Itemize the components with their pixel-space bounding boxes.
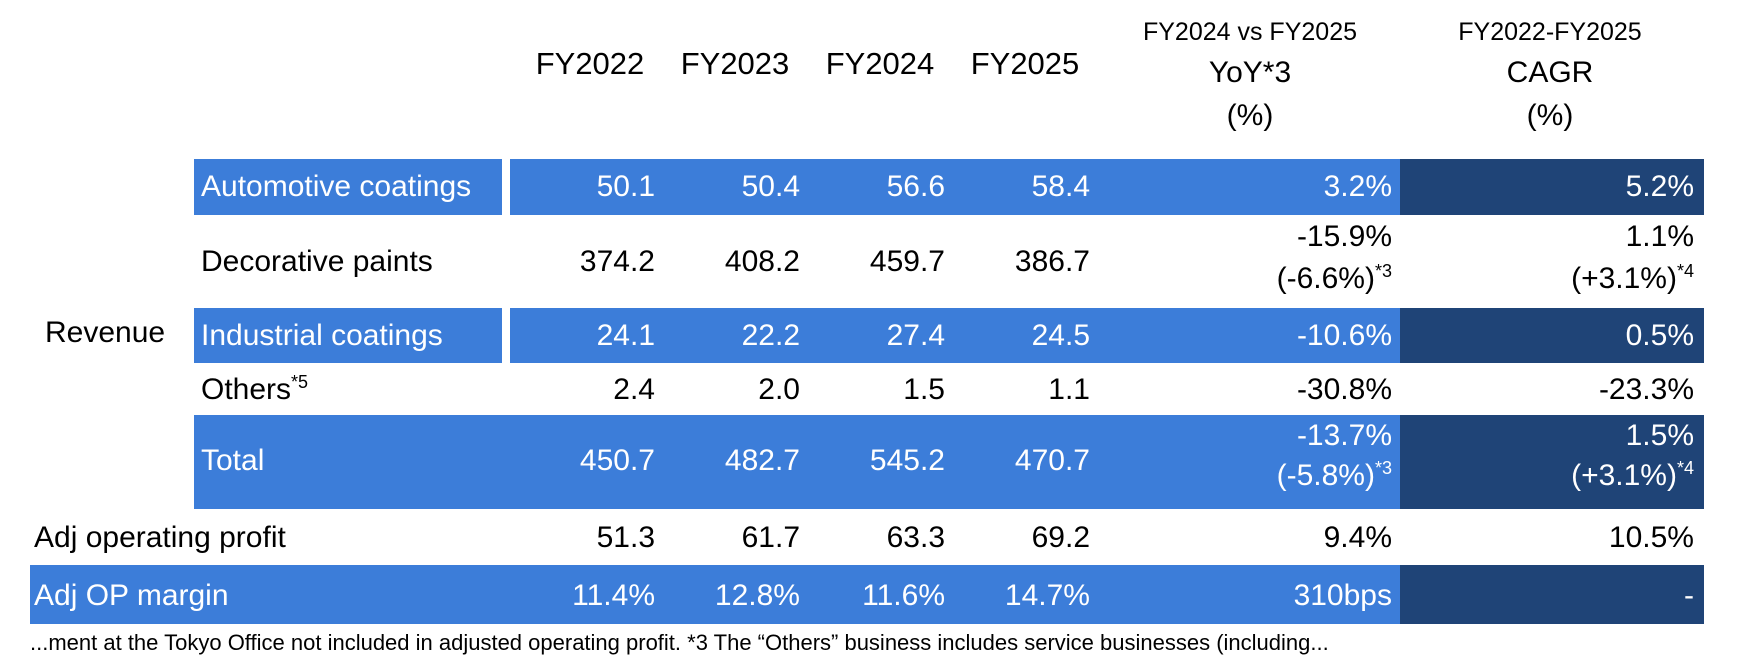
header-fy2024: FY2024 [825,46,935,81]
cell-total-cagr: 1.5% [1625,419,1694,452]
header-cagr-line2: CAGR [1506,56,1594,89]
cell-decorative-cagr-sub-value: (+3.1%) [1571,262,1677,295]
cell-others-fy2023: 2.0 [758,373,800,406]
row-bar-industrial [194,308,502,363]
cell-industrial-cagr: 0.5% [1625,319,1694,352]
cell-others-yoy: -30.8% [1296,373,1392,406]
row-bar-total-cagr [1400,415,1704,509]
cell-adj-op-fy2022: 51.3 [596,521,655,554]
cell-others-cagr: -23.3% [1598,373,1694,406]
cell-industrial-fy2023: 22.2 [741,319,800,352]
row-label-others: Others*5 [201,373,308,407]
cell-decorative-cagr-sub: (+3.1%)*4 [1400,262,1694,296]
header-fy2023: FY2023 [680,46,790,81]
row-label-decorative: Decorative paints [201,245,433,278]
cell-total-cagr-sub: (+3.1%)*4 [1400,459,1694,493]
cell-decorative-fy2024: 459.7 [869,245,945,278]
cell-total-fy2024: 545.2 [869,444,945,477]
cell-adj-margin-yoy: 310bps [1293,579,1392,612]
cell-industrial-fy2025: 24.5 [1031,319,1090,352]
row-bar-total [194,415,1400,509]
cell-decorative-fy2025: 386.7 [1014,245,1090,278]
cell-industrial-fy2022: 24.1 [596,319,655,352]
cell-total-cagr-sub-value: (+3.1%) [1571,459,1677,492]
row-label-others-text: Others [201,373,292,406]
cell-adj-op-cagr: 10.5% [1608,521,1694,554]
cell-decorative-fy2022: 374.2 [579,245,655,278]
cell-decorative-yoy-sub: (-6.6%)*3 [1100,262,1392,296]
row-label-automotive: Automotive coatings [201,170,472,203]
cell-adj-margin-fy2023: 12.8% [714,579,800,612]
cell-total-cagr-footnote: *4 [1676,458,1694,478]
header-yoy-line2: YoY*3 [1208,56,1292,89]
cell-decorative-yoy: -15.9% [1296,220,1392,253]
cell-automotive-cagr: 5.2% [1625,170,1694,203]
cell-adj-op-yoy: 9.4% [1323,521,1392,554]
row-bar-automotive [194,159,502,215]
cell-decorative-cagr-footnote: *4 [1676,261,1694,281]
cell-total-yoy-sub: (-5.8%)*3 [1100,459,1392,493]
cell-others-fy2025: 1.1 [1048,373,1090,406]
cell-adj-op-fy2024: 63.3 [886,521,945,554]
cell-adj-op-fy2023: 61.7 [741,521,800,554]
cell-automotive-yoy: 3.2% [1323,170,1392,203]
cell-industrial-fy2024: 27.4 [886,319,945,352]
footnote-text: ...ment at the Tokyo Office not included… [30,630,1329,655]
row-label-adj-op: Adj operating profit [34,521,286,554]
row-bar-adj-margin-cagr [1400,565,1704,624]
header-fy2025: FY2025 [970,46,1080,81]
row-bar-industrial-cagr [1400,308,1704,363]
cell-automotive-fy2023: 50.4 [741,170,800,203]
cell-adj-margin-fy2025: 14.7% [1004,579,1090,612]
cell-decorative-cagr: 1.1% [1625,220,1694,253]
cell-adj-margin-fy2024: 11.6% [862,579,945,612]
cell-automotive-fy2024: 56.6 [886,170,945,203]
cell-others-fy2024: 1.5 [903,373,945,406]
cell-others-fy2022: 2.4 [613,373,655,406]
row-bar-industrial-values [510,308,1400,363]
cell-adj-margin-fy2022: 11.4% [572,579,655,612]
header-yoy-line3: (%) [1226,99,1274,132]
cell-adj-margin-cagr: - [1684,579,1694,612]
cell-total-yoy-sub-value: (-5.8%) [1276,459,1375,492]
header-fy2022: FY2022 [535,46,645,81]
cell-decorative-fy2023: 408.2 [724,245,800,278]
row-label-others-footnote: *5 [291,372,309,392]
cell-industrial-yoy: -10.6% [1296,319,1392,352]
header-cagr-line1: FY2022-FY2025 [1458,18,1642,46]
row-bar-adj-margin [30,565,1400,624]
cell-automotive-fy2025: 58.4 [1031,170,1090,203]
header-cagr-line3: (%) [1526,99,1574,132]
cell-decorative-yoy-footnote: *3 [1374,261,1392,281]
cell-total-fy2025: 470.7 [1014,444,1090,477]
row-bar-automotive-cagr [1400,159,1704,215]
cell-automotive-fy2022: 50.1 [596,170,655,203]
header-yoy-line1: FY2024 vs FY2025 [1142,18,1357,46]
row-label-total: Total [201,444,265,477]
cell-total-fy2023: 482.7 [724,444,800,477]
row-bar-automotive-values [510,159,1400,215]
cell-total-yoy-footnote: *3 [1374,458,1392,478]
row-label-adj-margin: Adj OP margin [34,579,229,612]
cell-total-yoy: -13.7% [1296,419,1392,452]
group-label-revenue: Revenue [45,316,166,349]
cell-adj-op-fy2025: 69.2 [1031,521,1090,554]
cell-decorative-yoy-sub-value: (-6.6%) [1276,262,1375,295]
cell-total-fy2022: 450.7 [579,444,655,477]
row-label-industrial: Industrial coatings [201,319,443,352]
